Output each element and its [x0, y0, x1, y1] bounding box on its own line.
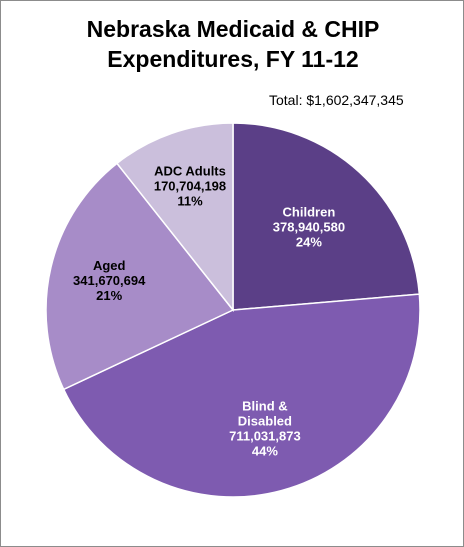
slice-label-line: 378,940,580 — [273, 219, 345, 234]
slice-label-line: 44% — [252, 444, 278, 459]
slice-label-line: 711,031,873 — [229, 429, 301, 444]
chart-title-line-1: Nebraska Medicaid & CHIP — [86, 16, 380, 42]
slice-label-line: Blind & — [242, 399, 288, 414]
slice-label-3: ADC Adults 170,704,198 11% — [154, 163, 226, 208]
pie-slice-2 — [45, 162, 235, 391]
slice-label-line: 24% — [296, 234, 322, 249]
slice-label-line: 341,670,694 — [73, 273, 146, 288]
pie-labels: Children 378,940,580 24% Blind & Disabled 711… — [73, 163, 345, 458]
slice-label-line: Children — [283, 204, 336, 219]
slice-label-2: Aged 341,670,694 21% — [73, 258, 146, 303]
pie-slices — [45, 122, 421, 498]
slice-label-line: Aged — [93, 258, 126, 273]
total-label: Total: $1,602,347,345 — [269, 92, 404, 108]
slice-label-0: Children 378,940,580 24% — [273, 204, 345, 249]
pie-slice-3 — [115, 122, 234, 313]
slice-label-line: 170,704,198 — [154, 178, 226, 193]
slice-label-line: 11% — [177, 193, 203, 208]
slice-label-1: Blind & Disabled 711,031,873 44% — [229, 399, 301, 459]
slice-label-line: 21% — [96, 288, 122, 303]
pie-slice-1 — [62, 293, 421, 498]
pie-slice-0 — [232, 122, 421, 311]
slice-label-line: ADC Adults — [154, 163, 226, 178]
chart-title-line-2: Expenditures, FY 11-12 — [107, 46, 359, 72]
slice-label-line: Disabled — [238, 414, 292, 429]
